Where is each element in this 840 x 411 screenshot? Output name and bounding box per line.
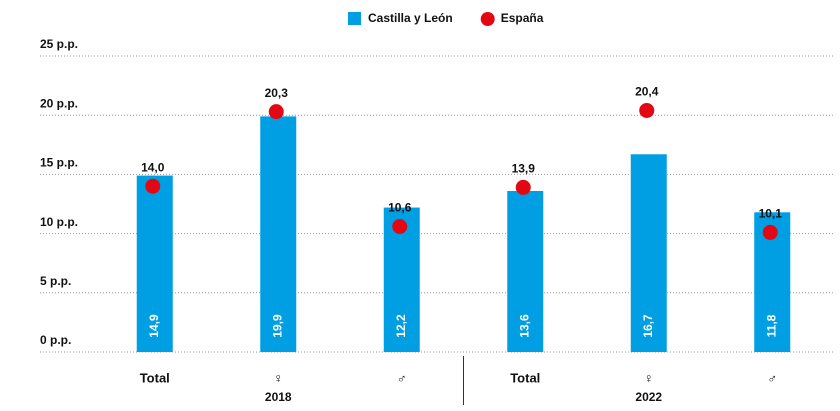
- bar: [136, 175, 173, 352]
- legend-label: Castilla y León: [368, 11, 453, 25]
- dot: [639, 102, 655, 118]
- y-tick-label: 10 p.p.: [40, 215, 78, 229]
- dot: [762, 224, 778, 240]
- y-tick-label: 5 p.p.: [40, 274, 71, 288]
- legend-label: España: [501, 11, 544, 25]
- bar: [507, 190, 544, 352]
- y-tick-label: 0 p.p.: [40, 333, 71, 347]
- group-label: 2018: [265, 390, 292, 404]
- dot: [145, 178, 161, 194]
- bar-value-label: 14,9: [147, 314, 161, 338]
- legend-swatch: [348, 12, 361, 25]
- dot-value-label: 13,9: [512, 162, 536, 176]
- dot: [268, 104, 284, 120]
- x-tick-label: ♂: [767, 370, 777, 385]
- dot-value-label: 10,6: [388, 201, 412, 215]
- x-tick-label: ♀: [644, 370, 654, 385]
- x-tick-label: ♀: [273, 370, 283, 385]
- y-tick-label: 25 p.p.: [40, 37, 78, 51]
- bar: [630, 154, 667, 352]
- dot: [515, 179, 531, 195]
- x-tick-label: Total: [510, 370, 540, 385]
- dot: [392, 218, 408, 234]
- bar: [260, 116, 297, 352]
- bar-value-label: 19,9: [270, 314, 284, 338]
- group-label: 2022: [635, 390, 662, 404]
- legend-swatch: [480, 12, 495, 26]
- y-tick-label: 15 p.p.: [40, 156, 78, 170]
- x-tick-label: Total: [140, 370, 170, 385]
- bar-value-label: 16,7: [641, 314, 655, 338]
- dot-value-label: 20,4: [635, 85, 659, 99]
- x-tick-label: ♂: [397, 370, 407, 385]
- bar-value-label: 11,8: [764, 314, 778, 337]
- dot-value-label: 10,1: [759, 207, 783, 221]
- dot-value-label: 14,0: [141, 160, 165, 174]
- y-tick-label: 20 p.p.: [40, 96, 78, 110]
- bar-value-label: 13,6: [517, 314, 531, 338]
- bar-value-label: 12,2: [394, 314, 408, 338]
- dot-value-label: 20,3: [265, 86, 289, 100]
